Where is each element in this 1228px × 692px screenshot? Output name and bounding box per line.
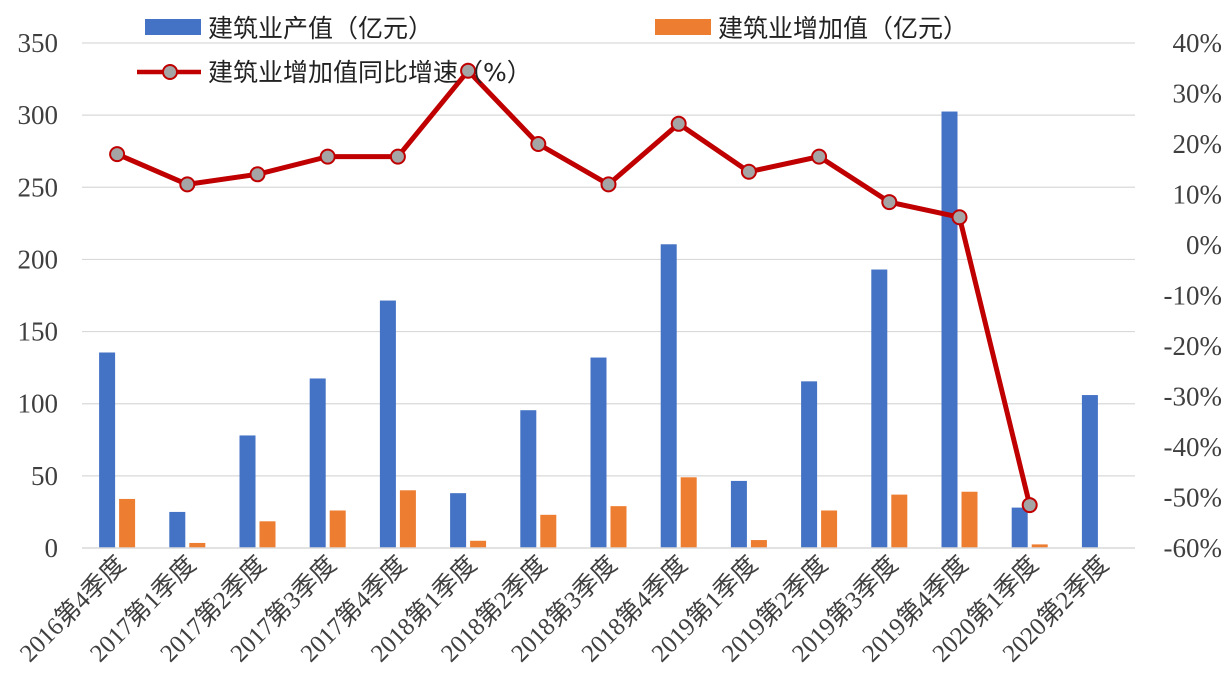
right-tick-label: 40% bbox=[1173, 28, 1223, 58]
left-tick-label: 350 bbox=[18, 28, 59, 58]
bar-value-added bbox=[891, 494, 908, 548]
left-tick-label: 300 bbox=[18, 100, 59, 130]
growth-point bbox=[179, 176, 196, 193]
bar-output bbox=[379, 300, 396, 548]
growth-point bbox=[460, 62, 477, 79]
bars bbox=[99, 111, 1098, 549]
bar-output bbox=[871, 269, 888, 548]
bar-output bbox=[730, 480, 747, 548]
bar-value-added bbox=[540, 514, 557, 548]
category-labels: 2016第4季度2017第1季度2017第2季度2017第3季度2017第4季度… bbox=[14, 550, 1114, 667]
bar-value-added bbox=[821, 510, 838, 548]
legend-swatch-growth-marker bbox=[162, 64, 178, 80]
right-tick-label: -30% bbox=[1164, 382, 1222, 412]
bar-output bbox=[590, 357, 607, 548]
growth-line bbox=[109, 62, 1038, 514]
left-tick-label: 150 bbox=[18, 317, 59, 347]
left-tick-label: 250 bbox=[18, 172, 59, 202]
legend-swatch-value-added bbox=[655, 19, 711, 35]
bar-output bbox=[1011, 507, 1028, 548]
right-tick-label: 20% bbox=[1173, 129, 1223, 159]
bar-value-added bbox=[610, 506, 627, 548]
bar-output bbox=[239, 435, 256, 548]
bar-value-added bbox=[399, 490, 416, 548]
left-tick-label: 0 bbox=[45, 533, 59, 563]
legend: 建筑业产值（亿元） 建筑业增加值（亿元） 建筑业增加值同比增速（%） bbox=[137, 14, 968, 87]
bar-output bbox=[1081, 395, 1098, 548]
growth-point bbox=[249, 166, 266, 183]
bar-output bbox=[801, 381, 818, 548]
right-tick-label: -10% bbox=[1164, 281, 1222, 311]
bar-value-added bbox=[259, 521, 276, 548]
bar-output bbox=[309, 378, 326, 548]
legend-label-output: 建筑业产值（亿元） bbox=[208, 14, 433, 43]
growth-line-path bbox=[116, 68, 1033, 506]
bar-output bbox=[660, 244, 677, 548]
growth-point bbox=[670, 115, 687, 132]
growth-point bbox=[530, 136, 547, 152]
legend-label-growth: 建筑业增加值同比增速（%） bbox=[208, 58, 532, 87]
right-tick-label: 30% bbox=[1173, 79, 1223, 109]
right-tick-label: -50% bbox=[1164, 483, 1222, 513]
bar-value-added bbox=[189, 542, 206, 548]
gridlines bbox=[82, 42, 1135, 477]
legend-swatch-output bbox=[145, 19, 201, 35]
bar-output bbox=[169, 511, 186, 548]
bar-value-added bbox=[750, 540, 767, 548]
bar-value-added bbox=[961, 491, 978, 548]
right-tick-label: -40% bbox=[1164, 432, 1222, 462]
growth-point bbox=[881, 194, 898, 211]
bar-value-added bbox=[680, 477, 697, 548]
right-tick-label: -60% bbox=[1164, 533, 1222, 563]
bar-output bbox=[520, 410, 537, 548]
growth-point bbox=[740, 163, 757, 180]
growth-point bbox=[951, 209, 968, 226]
growth-point bbox=[389, 148, 406, 165]
growth-point bbox=[1021, 497, 1038, 514]
bar-value-added bbox=[119, 498, 136, 548]
growth-point bbox=[600, 176, 617, 193]
right-tick-label: 0% bbox=[1186, 230, 1222, 260]
right-axis: -60% -50% -40% -30% -20% -10% 0% 10% 20% 30% 40% bbox=[1164, 28, 1222, 563]
bar-value-added bbox=[1031, 544, 1048, 548]
growth-point bbox=[109, 146, 126, 163]
left-tick-label: 50 bbox=[31, 461, 58, 491]
right-tick-label: 10% bbox=[1173, 180, 1223, 210]
growth-point bbox=[811, 148, 828, 165]
right-tick-label: -20% bbox=[1164, 331, 1222, 361]
bar-output bbox=[99, 352, 116, 548]
left-tick-label: 200 bbox=[18, 244, 59, 274]
bar-value-added bbox=[470, 540, 487, 548]
bar-output bbox=[450, 493, 467, 548]
bar-value-added bbox=[329, 510, 346, 548]
left-tick-label: 100 bbox=[18, 389, 59, 419]
bar-output bbox=[941, 111, 958, 549]
growth-point bbox=[319, 148, 336, 165]
left-axis: 0 50 100 150 200 250 300 350 bbox=[18, 28, 59, 563]
legend-label-value-added: 建筑业增加值（亿元） bbox=[718, 14, 968, 43]
